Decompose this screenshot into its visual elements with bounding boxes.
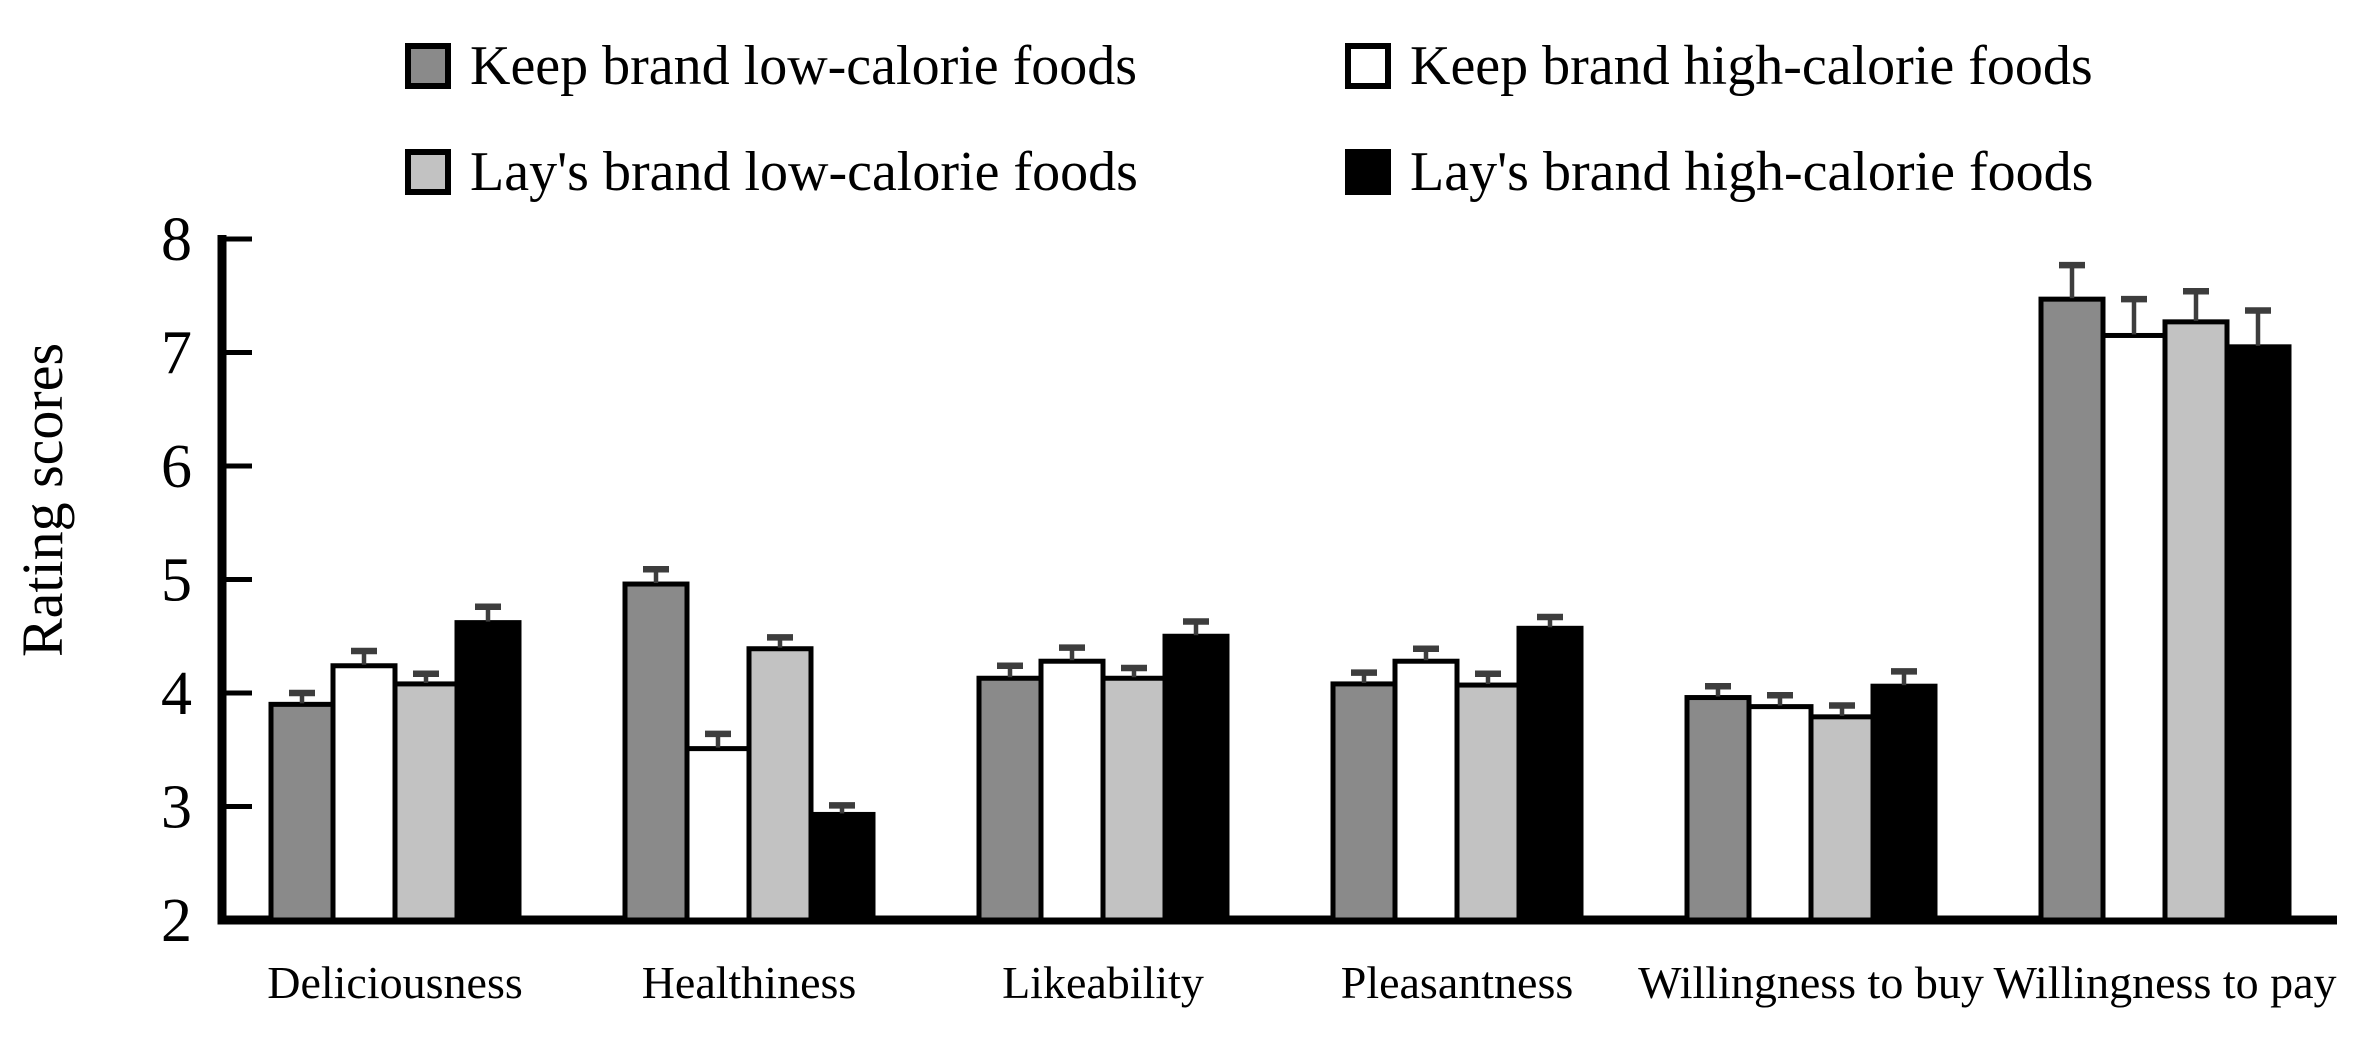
legend-label-lay-s-brand-high-calorie-foods: Lay's brand high-calorie foods — [1410, 141, 2093, 203]
bar-group-likeability — [976, 618, 1230, 923]
x-category-label-healthiness: Healthiness — [642, 957, 857, 1008]
y-tick-label-2: 2 — [161, 887, 192, 955]
bar-keep-brand-high-calorie-foods-willingness-to-buy — [1746, 704, 1814, 923]
axes: 2 3 4 5 6 7 8 Rating scores Deliciousness Healthi… — [10, 206, 2337, 1008]
legend-swatch-lay-s-brand-high-calorie-foods — [1345, 149, 1391, 195]
bar-group-healthiness — [622, 566, 876, 923]
y-tick-label-3: 3 — [161, 774, 192, 842]
error-bar-lay-s-brand-high-calorie-foods-pleasantness — [1537, 613, 1563, 628]
y-tick-label-5: 5 — [161, 547, 192, 615]
error-bar-keep-brand-high-calorie-foods-willingness-to-buy — [1767, 692, 1793, 706]
y-axis-title: Rating scores — [10, 343, 75, 657]
bar-lay-s-brand-low-calorie-foods-healthiness — [746, 646, 814, 923]
bar-lay-s-brand-low-calorie-foods-pleasantness — [1454, 682, 1522, 923]
bar-lay-s-brand-low-calorie-foods-deliciousness — [392, 681, 460, 923]
error-bar-lay-s-brand-low-calorie-foods-willingness-to-buy — [1829, 702, 1855, 716]
x-category-label-willingness-to-pay: Willingness to pay — [1993, 957, 2336, 1008]
legend-swatch-keep-brand-low-calorie-foods — [405, 43, 451, 89]
bar-lay-s-brand-high-calorie-foods-willingness-to-buy — [1870, 683, 1938, 923]
error-bar-lay-s-brand-low-calorie-foods-healthiness — [767, 634, 793, 648]
error-bar-lay-s-brand-high-calorie-foods-healthiness — [829, 802, 855, 814]
y-tick-label-8: 8 — [161, 206, 192, 274]
bar-lay-s-brand-high-calorie-foods-likeability — [1162, 633, 1230, 923]
error-bar-keep-brand-high-calorie-foods-likeability — [1059, 644, 1085, 661]
error-bar-keep-brand-high-calorie-foods-pleasantness — [1413, 645, 1439, 661]
legend-item-keep-brand-high-calorie-foods: Keep brand high-calorie foods — [1345, 35, 2093, 97]
bar-keep-brand-high-calorie-foods-willingness-to-pay — [2100, 332, 2168, 923]
bars — [268, 261, 2292, 923]
error-bar-keep-brand-low-calorie-foods-willingness-to-pay — [2059, 261, 2085, 299]
error-bar-keep-brand-low-calorie-foods-likeability — [997, 662, 1023, 678]
error-bar-lay-s-brand-high-calorie-foods-deliciousness — [475, 603, 501, 622]
legend-swatch-keep-brand-high-calorie-foods — [1345, 43, 1391, 89]
bar-lay-s-brand-high-calorie-foods-deliciousness — [454, 620, 522, 923]
bar-keep-brand-high-calorie-foods-deliciousness — [330, 663, 398, 923]
x-category-label-deliciousness: Deliciousness — [267, 957, 523, 1008]
error-bar-lay-s-brand-low-calorie-foods-likeability — [1121, 664, 1147, 678]
y-tick-label-6: 6 — [161, 433, 192, 501]
bar-keep-brand-high-calorie-foods-likeability — [1038, 658, 1106, 923]
x-category-label-willingness-to-buy: Willingness to buy — [1638, 957, 1984, 1008]
bar-keep-brand-low-calorie-foods-pleasantness — [1330, 681, 1398, 923]
bar-lay-s-brand-high-calorie-foods-pleasantness — [1516, 625, 1584, 923]
y-tick-label-4: 4 — [161, 660, 192, 728]
error-bar-lay-s-brand-high-calorie-foods-likeability — [1183, 618, 1209, 636]
x-category-label-likeability: Likeability — [1002, 957, 1204, 1008]
error-bar-lay-s-brand-high-calorie-foods-willingness-to-buy — [1891, 668, 1917, 686]
error-bar-lay-s-brand-high-calorie-foods-willingness-to-pay — [2245, 307, 2271, 346]
bar-lay-s-brand-low-calorie-foods-likeability — [1100, 675, 1168, 923]
error-bar-keep-brand-low-calorie-foods-pleasantness — [1351, 669, 1377, 683]
legend-item-keep-brand-low-calorie-foods: Keep brand low-calorie foods — [405, 35, 1137, 97]
bar-lay-s-brand-high-calorie-foods-willingness-to-pay — [2224, 344, 2292, 923]
bar-group-willingness-to-pay — [2038, 261, 2292, 923]
error-bar-keep-brand-low-calorie-foods-willingness-to-buy — [1705, 682, 1731, 697]
bar-keep-brand-low-calorie-foods-likeability — [976, 675, 1044, 923]
legend-label-lay-s-brand-low-calorie-foods: Lay's brand low-calorie foods — [470, 141, 1138, 203]
error-bar-keep-brand-low-calorie-foods-deliciousness — [289, 689, 315, 704]
bar-keep-brand-high-calorie-foods-healthiness — [684, 746, 752, 923]
y-tick-label-7: 7 — [161, 320, 192, 388]
error-bar-lay-s-brand-low-calorie-foods-willingness-to-pay — [2183, 287, 2209, 321]
legend-item-lay-s-brand-high-calorie-foods: Lay's brand high-calorie foods — [1345, 141, 2093, 203]
bar-lay-s-brand-low-calorie-foods-willingness-to-buy — [1808, 714, 1876, 923]
error-bar-keep-brand-low-calorie-foods-healthiness — [643, 566, 669, 584]
error-bar-keep-brand-high-calorie-foods-healthiness — [705, 730, 731, 748]
legend-label-keep-brand-high-calorie-foods: Keep brand high-calorie foods — [1410, 35, 2093, 97]
bar-group-deliciousness — [268, 603, 522, 923]
bar-keep-brand-low-calorie-foods-healthiness — [622, 581, 690, 923]
bar-keep-brand-low-calorie-foods-willingness-to-pay — [2038, 296, 2106, 923]
error-bar-keep-brand-high-calorie-foods-deliciousness — [351, 647, 377, 665]
error-bar-lay-s-brand-low-calorie-foods-pleasantness — [1475, 670, 1501, 685]
bar-group-willingness-to-buy — [1684, 668, 1938, 923]
bar-keep-brand-low-calorie-foods-deliciousness — [268, 701, 336, 923]
bar-lay-s-brand-low-calorie-foods-willingness-to-pay — [2162, 319, 2230, 923]
x-category-label-pleasantness: Pleasantness — [1341, 957, 1574, 1008]
bar-keep-brand-low-calorie-foods-willingness-to-buy — [1684, 695, 1752, 923]
error-bar-keep-brand-high-calorie-foods-willingness-to-pay — [2121, 295, 2147, 335]
bar-keep-brand-high-calorie-foods-pleasantness — [1392, 658, 1460, 923]
error-bar-lay-s-brand-low-calorie-foods-deliciousness — [413, 670, 439, 683]
bar-group-pleasantness — [1330, 613, 1584, 923]
legend-item-lay-s-brand-low-calorie-foods: Lay's brand low-calorie foods — [405, 141, 1138, 203]
legend-swatch-lay-s-brand-low-calorie-foods — [405, 149, 451, 195]
bar-lay-s-brand-high-calorie-foods-healthiness — [808, 811, 876, 923]
legend-label-keep-brand-low-calorie-foods: Keep brand low-calorie foods — [470, 35, 1137, 97]
legend: Keep brand low-calorie foods Keep brand h… — [405, 35, 2093, 203]
